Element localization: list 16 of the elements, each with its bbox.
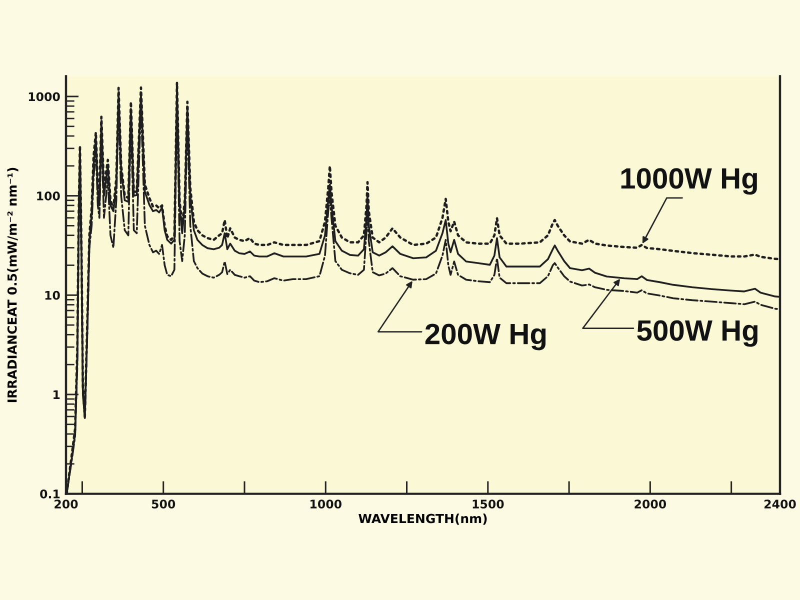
x-tick-label: 2000 [634, 500, 666, 508]
y-axis-title: IRRADIANCEAT 0.5(mW/m⁻² nm⁻¹) [7, 168, 18, 402]
y-tick-label: 1 [54, 390, 60, 399]
y-tick-label: 1000 [28, 92, 60, 102]
y-tick-label: 100 [37, 192, 60, 200]
annotation: 500W Hg [637, 320, 758, 347]
x-axis-title: WAVELENGTH(nm) [358, 514, 487, 525]
x-tick-label: 1000 [310, 500, 342, 508]
x-tick-label: 200 [54, 500, 78, 508]
annotation: 1000W Hg [621, 168, 757, 195]
x-tick-label: 1500 [472, 500, 504, 508]
annotation: 200W Hg [425, 324, 546, 350]
y-tick-label: 10 [45, 290, 60, 300]
y-tick-label: 0.1 [40, 490, 60, 498]
x-tick-label: 2400 [764, 500, 796, 508]
x-tick-label: 500 [152, 500, 176, 508]
